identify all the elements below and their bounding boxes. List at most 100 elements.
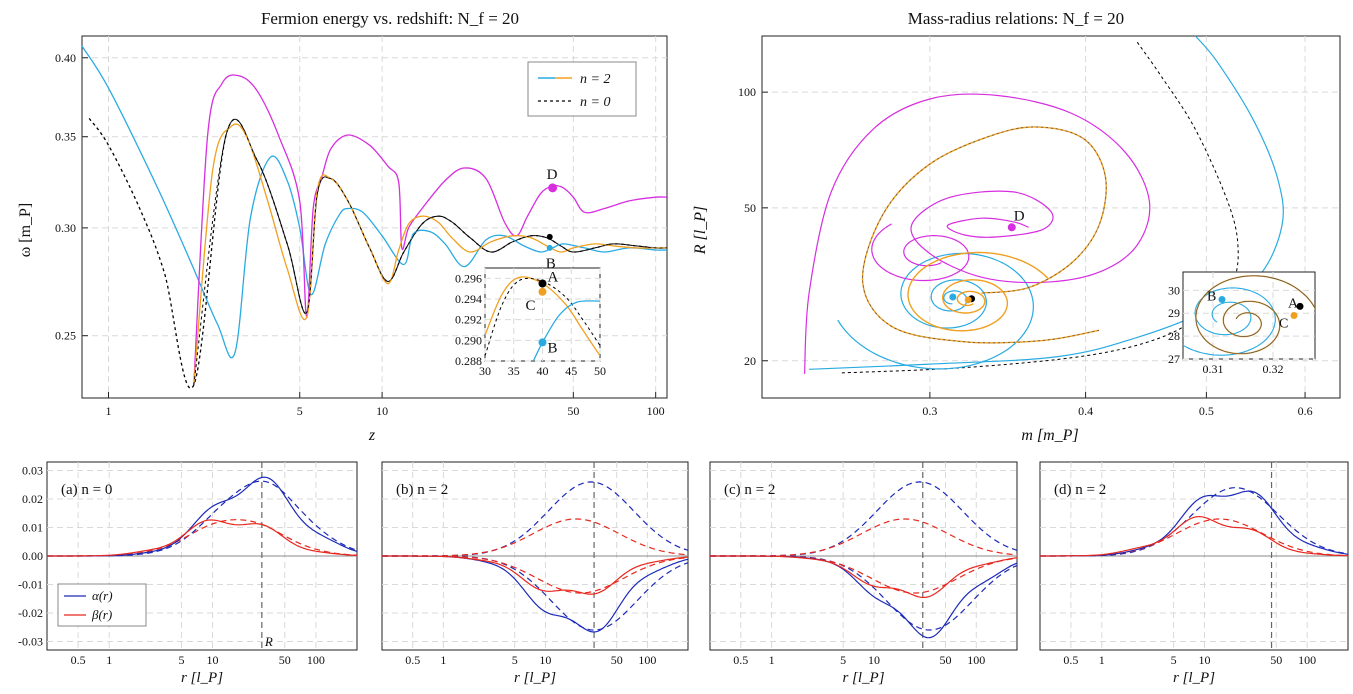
wf-beta-line bbox=[710, 555, 1018, 598]
beta-legend-label: β(r) bbox=[91, 607, 112, 622]
energy-y-tick-label: 0.40 bbox=[55, 51, 76, 65]
wf-x-tick-label: 1 bbox=[440, 653, 446, 667]
energy-n0-overlay-line bbox=[193, 118, 668, 386]
wf-alpha-line bbox=[382, 555, 689, 633]
mr-magenta-inner-loop bbox=[871, 223, 970, 282]
wf-x-tick-label: 1 bbox=[769, 653, 775, 667]
mass-radius-x-axis-label: m [m_P] bbox=[1021, 427, 1078, 444]
energy-marked-points: DB bbox=[546, 167, 558, 272]
wf-x-axis-label: r [l_P] bbox=[514, 670, 556, 686]
energy-x-axis-label: z bbox=[368, 427, 376, 444]
wf-alpha-line bbox=[1040, 490, 1349, 557]
mass-radius-chart-title: Mass-radius relations: N_f = 20 bbox=[908, 9, 1124, 28]
energy-point-label-B: B bbox=[546, 256, 556, 272]
wf-y-tick-label: 0.02 bbox=[22, 492, 43, 506]
energy-inset-x-tick-label: 50 bbox=[594, 364, 606, 378]
wf-x-tick-label: 5 bbox=[178, 653, 184, 667]
wf-x-tick-label: 50 bbox=[1270, 653, 1282, 667]
energy-axis-ticks: 1 5 10 50 100 0.25 0.30 0.35 0.40 bbox=[55, 51, 665, 418]
mr-inset-x-tick-label: 0.31 bbox=[1203, 362, 1224, 376]
energy-y-tick-label: 0.35 bbox=[55, 130, 76, 144]
wf-beta-line bbox=[1040, 515, 1348, 557]
mr-y-tick-label: 100 bbox=[738, 85, 756, 99]
wf-x-axis-label: r [l_P] bbox=[1173, 670, 1215, 686]
mr-x-tick-label: 0.3 bbox=[922, 404, 937, 418]
wf-x-tick-label: 100 bbox=[967, 653, 985, 667]
mr-point-C bbox=[964, 296, 972, 304]
wf-beta-dashed-line bbox=[1040, 518, 1349, 557]
mr-x-tick-label: 0.5 bbox=[1199, 404, 1214, 418]
wf-panel-label: (c) n = 2 bbox=[724, 482, 775, 498]
energy-inset-y-tick-label: 0.292 bbox=[455, 313, 482, 327]
wavefunction-panel-2: 0.5 1 5 10 50 100 (b) n = 2 r [l_P] bbox=[381, 461, 689, 686]
energy-inset-dashed-curve bbox=[485, 277, 600, 356]
energy-inset-label-C: C bbox=[526, 298, 536, 314]
mass-radius-inset-content: 0.31 0.32 27 28 29 30 B AC bbox=[1168, 272, 1315, 376]
wf-panel-label: (b) n = 2 bbox=[396, 482, 448, 498]
energy-inset-point-A bbox=[538, 279, 547, 288]
wf-x-tick-label: 1 bbox=[1099, 653, 1105, 667]
energy-legend-box bbox=[527, 61, 637, 117]
energy-inset-x-tick-label: 40 bbox=[537, 364, 549, 378]
mr-inset-x-tick-label: 0.32 bbox=[1263, 362, 1284, 376]
energy-y-tick-label: 0.30 bbox=[55, 221, 76, 235]
energy-plot-frame bbox=[81, 35, 668, 399]
wf-panel-label: (a) n = 0 bbox=[61, 482, 112, 498]
wf-y-tick-label: 0.03 bbox=[22, 464, 43, 478]
mr-orange-spiral bbox=[907, 251, 1049, 332]
energy-inset-y-tick-label: 0.294 bbox=[455, 292, 482, 306]
wf-x-tick-label: 10 bbox=[1198, 653, 1210, 667]
mr-inset-y-tick-label: 28 bbox=[1168, 329, 1180, 343]
mass-radius-inset: 0.31 0.32 27 28 29 30 B AC bbox=[1168, 271, 1316, 376]
mr-point-B bbox=[949, 293, 957, 301]
energy-series-line bbox=[81, 45, 668, 359]
mr-y-tick-label: 50 bbox=[744, 201, 756, 215]
mr-point-D bbox=[1007, 223, 1016, 232]
wf-x-tick-label: 50 bbox=[611, 653, 623, 667]
mr-inset-point-B bbox=[1218, 295, 1226, 303]
energy-inset-point-C bbox=[538, 287, 547, 296]
mass-radius-series-lines bbox=[804, 35, 1284, 374]
energy-inset-y-tick-label: 0.290 bbox=[455, 333, 482, 347]
energy-x-tick-label: 100 bbox=[647, 404, 665, 418]
mr-inset-label-B: B bbox=[1207, 289, 1216, 304]
energy-inset-point-B bbox=[538, 338, 547, 347]
mr-x-tick-label: 0.4 bbox=[1078, 404, 1093, 418]
alpha-legend-label: α(r) bbox=[92, 588, 113, 603]
wf-x-tick-label: 50 bbox=[939, 653, 951, 667]
wf-x-tick-label: 0.5 bbox=[405, 653, 420, 667]
wf-x-tick-label: 0.5 bbox=[1063, 653, 1078, 667]
energy-series-line bbox=[193, 74, 668, 386]
mr-inset-label-A: A bbox=[1288, 296, 1299, 311]
wf-x-tick-label: 0.5 bbox=[71, 653, 86, 667]
energy-y-axis-label: ω [m_P] bbox=[17, 203, 34, 258]
mr-x-tick-label: 0.6 bbox=[1298, 404, 1313, 418]
wf-y-tick-label: -0.01 bbox=[18, 577, 43, 591]
mass-radius-panel: Mass-radius relations: N_f = 20 0.3 0.4 0.… bbox=[692, 9, 1341, 444]
mr-inset-point-C bbox=[1290, 312, 1298, 319]
mr-inset-point-A bbox=[1296, 302, 1304, 310]
energy-inset-label-B: B bbox=[548, 340, 558, 356]
mr-inset-dashed-spiral bbox=[1195, 275, 1315, 355]
wf-y-tick-label: 0.01 bbox=[22, 521, 43, 535]
mr-n0-dashed-line bbox=[841, 41, 1239, 374]
mass-radius-marked-points: D bbox=[949, 208, 1025, 304]
wf-beta-line bbox=[382, 555, 689, 595]
energy-series-lines bbox=[81, 45, 668, 389]
legend-n0-label: n = 0 bbox=[580, 95, 610, 110]
mr-inset-y-tick-label: 29 bbox=[1168, 306, 1180, 320]
energy-inset: 30 35 40 45 50 0.288 0.290 0.292 0.294 0.296 AC B bbox=[455, 267, 606, 378]
wf-x-tick-label: 1 bbox=[106, 653, 112, 667]
mass-radius-plot-frame bbox=[761, 35, 1341, 399]
energy-inset-y-tick-label: 0.288 bbox=[455, 354, 482, 368]
wavefunction-panel-4: 0.5 1 5 10 50 100 (d) n = 2 r [l_P] bbox=[1039, 461, 1349, 686]
energy-inset-x-tick-label: 30 bbox=[479, 364, 491, 378]
wf-y-tick-label: 0.00 bbox=[22, 549, 43, 563]
wf-y-tick-label: -0.03 bbox=[18, 634, 43, 648]
wavefunction-panel-3: 0.5 1 5 10 50 100 (c) n = 2 r [l_P] bbox=[709, 461, 1018, 686]
wf-x-axis-label: r [l_P] bbox=[842, 670, 884, 686]
mr-point-label-D: D bbox=[1014, 208, 1025, 224]
wf-alpha-dashed-line bbox=[710, 555, 1018, 631]
mr-inset-y-tick-label: 27 bbox=[1168, 352, 1180, 366]
